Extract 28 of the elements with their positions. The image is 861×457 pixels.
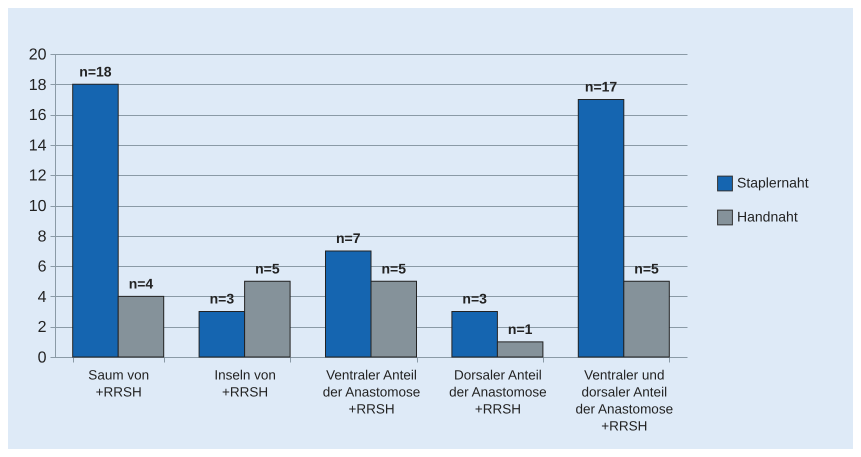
data-label: n=7	[336, 230, 361, 246]
data-label: n=1	[508, 320, 533, 337]
x-tick-label: Ventraler Anteil der Anastomose +RRSH	[322, 368, 420, 416]
data-label: n=3	[210, 290, 234, 307]
y-tick-label: 16	[28, 107, 47, 124]
data-label: n=5	[634, 260, 660, 276]
legend-label: Staplernaht	[737, 174, 809, 190]
data-label: n=4	[128, 275, 154, 292]
data-label: n=5	[381, 260, 406, 276]
x-tick-label: Inseln von +RRSH	[214, 368, 276, 400]
y-tick-label: 12	[28, 168, 47, 185]
data-label: n=18	[79, 63, 112, 80]
y-tick-label: 10	[28, 198, 47, 215]
y-tick-label: 14	[28, 137, 47, 154]
y-tick-label: 4	[38, 288, 47, 306]
y-tick-label: 8	[38, 228, 47, 246]
data-label: n=5	[255, 260, 280, 276]
y-tick-label: 6	[38, 258, 47, 276]
x-tick-label: Saum von +RRSH	[88, 368, 150, 400]
y-tick-label: 0	[38, 350, 47, 366]
y-tick-label: 18	[28, 76, 47, 94]
legend-label: Handnaht	[737, 208, 798, 224]
x-tick-label: Dorsaler Anteil der Anastomose +RRSH	[449, 368, 547, 416]
x-tick-label: Ventraler und dorsaler Anteil der Anastomose +RRSH	[576, 368, 674, 434]
data-label: n=17	[584, 78, 618, 94]
data-label: n=3	[462, 290, 488, 307]
y-tick-label: 20	[28, 46, 47, 64]
y-tick-label: 2	[38, 319, 47, 336]
